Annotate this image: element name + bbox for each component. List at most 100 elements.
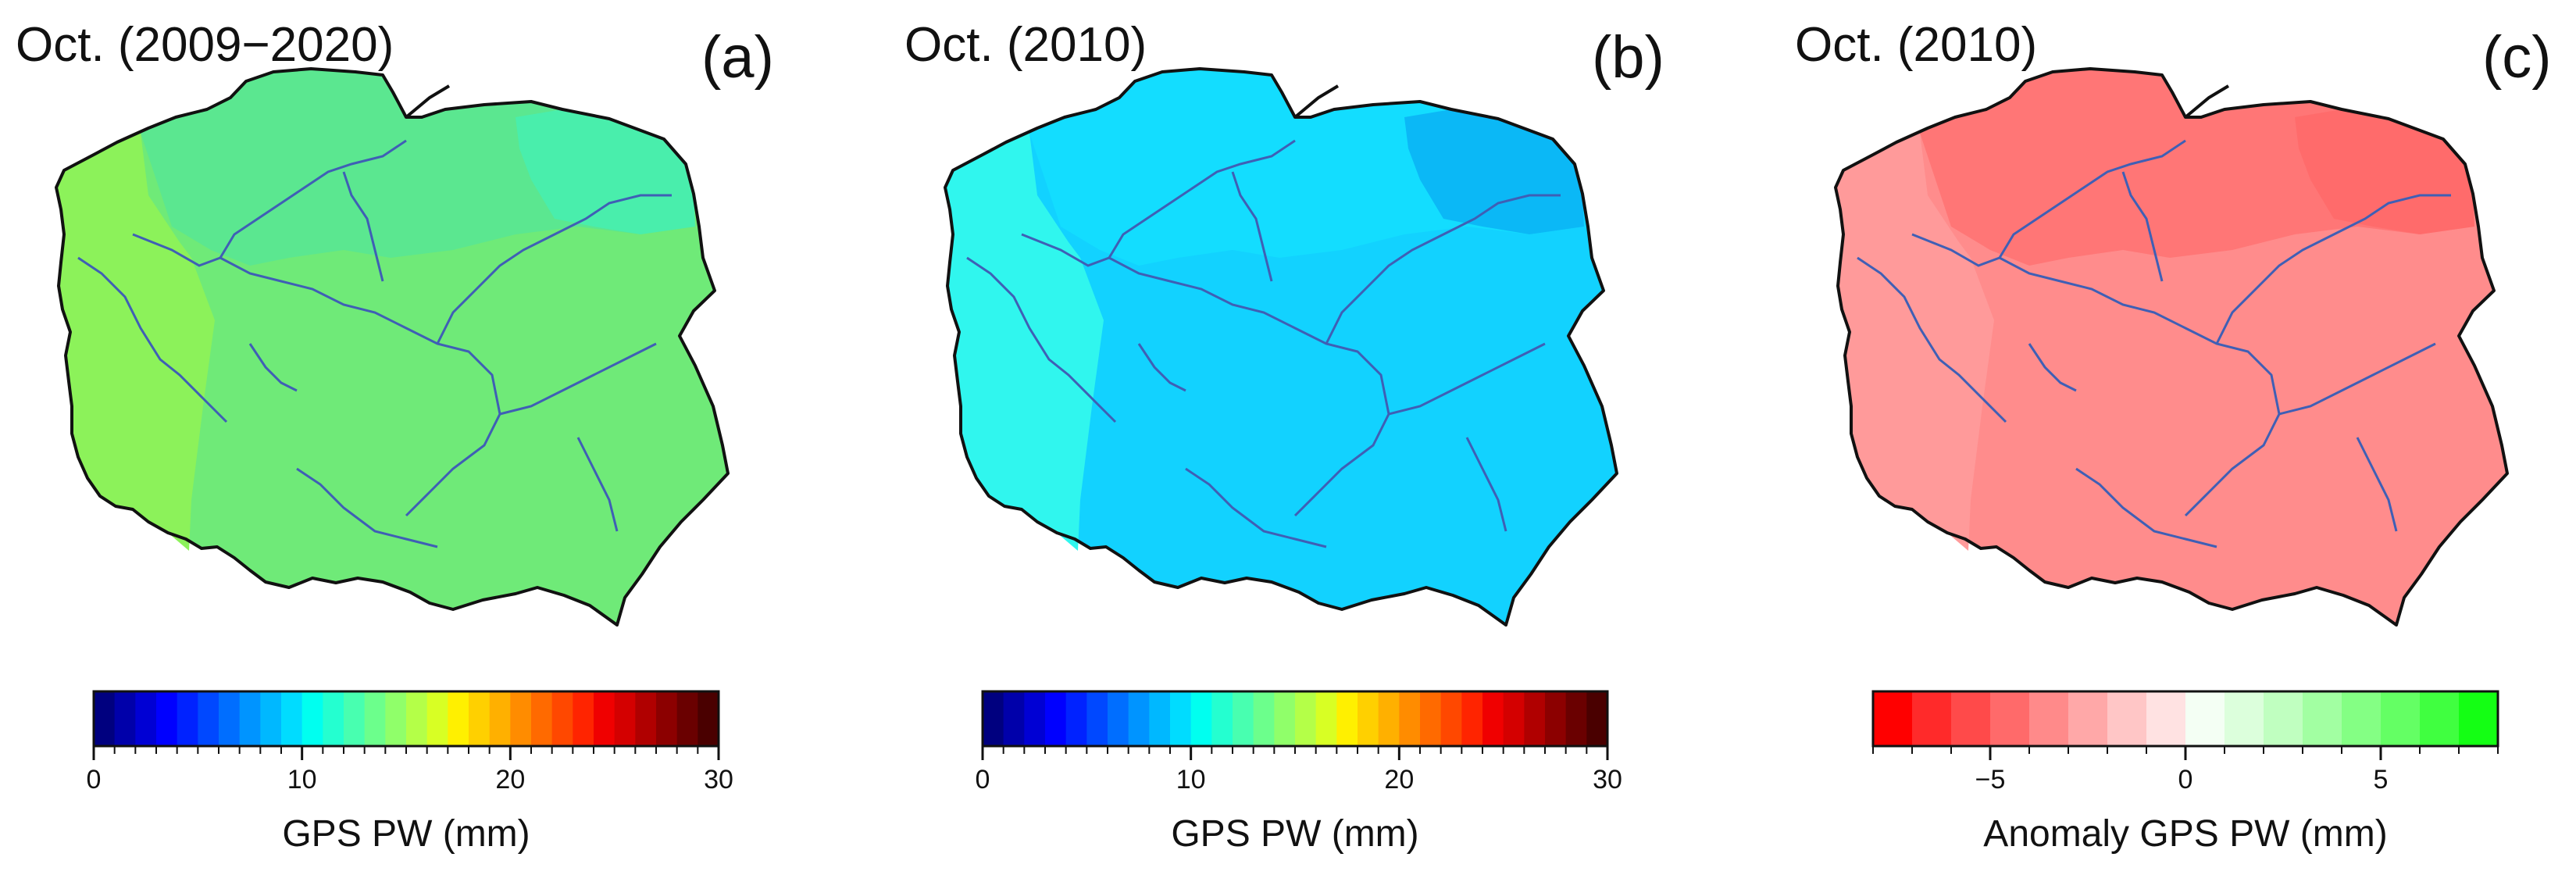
river-line (296, 467, 438, 548)
colorbar-swatch (2068, 691, 2108, 746)
colorbar-swatch (301, 691, 323, 746)
panel-c-title: Oct. (2010) (1795, 18, 2038, 72)
river-line (342, 171, 384, 282)
river-line (1137, 343, 1186, 392)
colorbar-swatch (1586, 691, 1608, 746)
colorbar-swatch (2264, 691, 2303, 746)
colorbar-tick-label: 20 (495, 765, 525, 795)
panel-c: Oct. (2010) (c) −5 0 5 Anomaly GPS PW (mm) (1795, 0, 2576, 882)
panel-c-letter: (c) (2482, 24, 2552, 91)
colorbar-label: Anomaly GPS PW (mm) (1983, 813, 2387, 855)
colorbar-swatch (1912, 691, 1952, 746)
colorbar-swatch (1378, 691, 1400, 746)
colorbar-swatch (2107, 691, 2147, 746)
colorbar-swatch (1190, 691, 1212, 746)
river-line (966, 256, 1117, 423)
colorbar-swatch (1951, 691, 1991, 746)
colorbar-swatch (2303, 691, 2342, 746)
colorbar-tick-label: 10 (287, 765, 317, 795)
map-region-northeast (1404, 109, 1584, 234)
colorbar-swatch (531, 691, 553, 746)
colorbar-tick-label: −5 (1975, 765, 2006, 795)
colorbar-swatch (1440, 691, 1462, 746)
colorbar-swatch (198, 691, 219, 746)
colorbar-swatch (1274, 691, 1296, 746)
panel-b-title: Oct. (2010) (904, 18, 1147, 72)
colorbar-swatch (1990, 691, 2030, 746)
colorbar-swatch (551, 691, 573, 746)
colorbar-tick-label: 20 (1384, 765, 1414, 795)
colorbar-swatch (983, 691, 1004, 746)
colorbar-swatch (1086, 691, 1108, 746)
colorbar: 0 10 20 30 GPS PW (mm) (976, 690, 1622, 855)
colorbar-swatch (1358, 691, 1379, 746)
panel-a-letter: (a) (701, 24, 774, 91)
river-line (2356, 437, 2398, 532)
colorbar-swatch (1524, 691, 1546, 746)
colorbar: 0 10 20 30 GPS PW (mm) (87, 690, 733, 855)
colorbar-swatch (1873, 691, 1913, 746)
river-line (1231, 171, 1273, 282)
panel-b: Oct. (2010) (b) 0 10 20 30 GPS PW (mm) (904, 0, 1701, 882)
colorbar-swatch (614, 691, 636, 746)
colorbar-swatch (1336, 691, 1358, 746)
colorbar-swatch (260, 691, 282, 746)
colorbar-swatch (1024, 691, 1046, 746)
colorbar-tick-label: 0 (2178, 765, 2193, 795)
colorbar-swatch (676, 691, 698, 746)
colorbar-tick-label: 0 (87, 765, 102, 795)
river-line (1325, 194, 1561, 345)
colorbar-swatch (1003, 691, 1025, 746)
colorbar-swatch (2420, 691, 2460, 746)
river-line (132, 233, 501, 517)
colorbar-tick-label: 30 (1593, 765, 1622, 795)
colorbar-swatch (2029, 691, 2069, 746)
colorbar-tick-label: 0 (976, 765, 990, 795)
river-line (2121, 171, 2164, 282)
colorbar-swatch (1211, 691, 1233, 746)
panel-a: Oct. (2009−2020) (a) 0 10 20 30 GPS PW (mm) (16, 0, 812, 882)
river-line (2278, 342, 2436, 416)
river-line (2215, 194, 2451, 345)
colorbar-swatch (239, 691, 261, 746)
coast-spit (1293, 84, 1340, 119)
colorbar-swatch (1170, 691, 1192, 746)
colorbar-swatch (1295, 691, 1317, 746)
river-line (576, 437, 619, 532)
colorbar-swatch (1545, 691, 1567, 746)
colorbar-swatch (114, 691, 136, 746)
colorbar-swatch (344, 691, 366, 746)
colorbar-swatch (323, 691, 344, 746)
river-line (436, 194, 672, 345)
colorbar-swatch (2185, 691, 2225, 746)
colorbar-swatch (2381, 691, 2421, 746)
river-line (1911, 233, 2281, 517)
river-line (1998, 139, 2186, 259)
colorbar-swatch (1482, 691, 1504, 746)
colorbar-swatch (2342, 691, 2382, 746)
colorbar-label: GPS PW (mm) (282, 813, 530, 855)
colorbar-swatch (1065, 691, 1087, 746)
river-line (1388, 342, 1546, 416)
colorbar-swatch (489, 691, 511, 746)
colorbar-swatch (94, 691, 116, 746)
map-region-west (56, 133, 215, 551)
colorbar-swatch (448, 691, 469, 746)
river-line (499, 342, 657, 416)
panel-c-map: −5 0 5 Anomaly GPS PW (mm) (1834, 67, 2509, 855)
panel-b-map: 0 10 20 30 GPS PW (mm) (944, 67, 1622, 855)
colorbar-swatch (219, 691, 241, 746)
colorbar-swatch (469, 691, 491, 746)
colorbar-swatch (1253, 691, 1275, 746)
coast-spit (2184, 84, 2230, 119)
colorbar-swatch (1399, 691, 1421, 746)
colorbar-swatch (2225, 691, 2264, 746)
panel-a-map: 0 10 20 30 GPS PW (mm) (55, 67, 733, 855)
colorbar-swatch (1149, 691, 1171, 746)
colorbar-swatch (281, 691, 303, 746)
colorbar-tick-label: 5 (2374, 765, 2389, 795)
colorbar-swatch (1045, 691, 1067, 746)
colorbar-swatch (698, 691, 719, 746)
colorbar-swatch (406, 691, 428, 746)
